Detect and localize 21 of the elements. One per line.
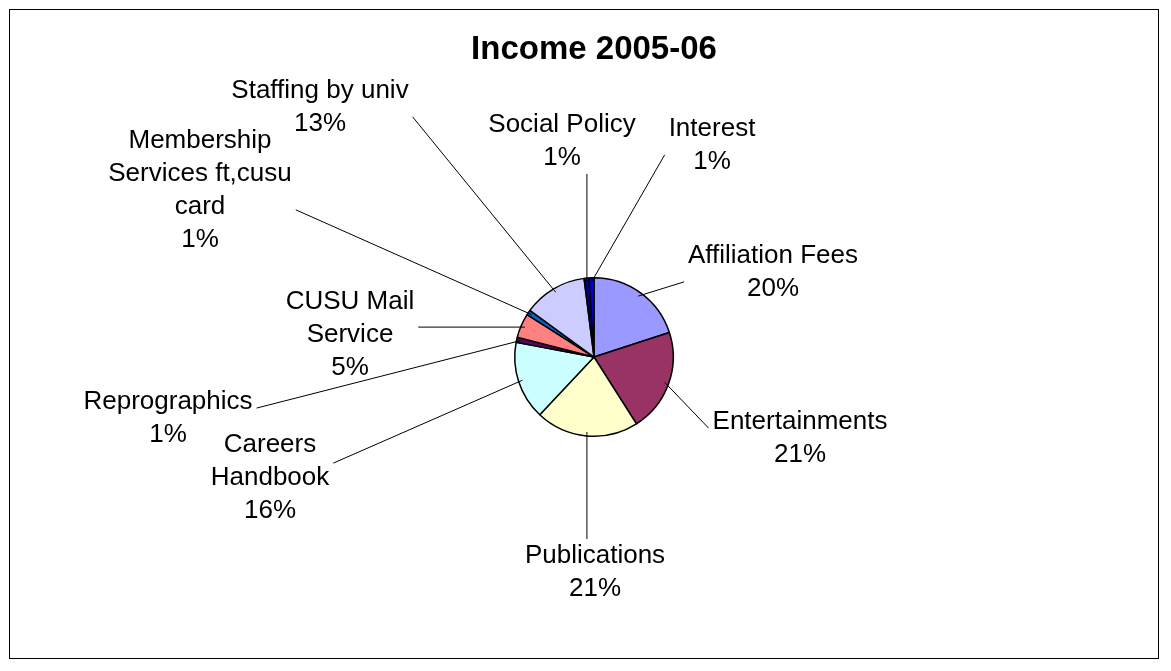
data-label: 5% — [331, 351, 369, 382]
chart-title: Income 2005-06 — [471, 29, 717, 67]
slice-label: Membership Services ft,cusu card — [108, 123, 292, 220]
slice-label: Interest — [668, 111, 757, 142]
slice-label: Staffing by univ — [231, 73, 409, 104]
data-label: 20% — [746, 271, 800, 302]
data-label: 21% — [773, 437, 827, 468]
data-label: 1% — [693, 144, 731, 175]
data-label: 13% — [293, 106, 347, 137]
slice-label: Reprographics — [83, 384, 253, 415]
data-label: 16% — [243, 494, 297, 525]
slice-label: Affiliation Fees — [687, 238, 859, 269]
data-label: 1% — [149, 417, 187, 448]
slice-label: CUSU Mail Service — [285, 285, 415, 349]
slice-label: Social Policy — [488, 107, 636, 138]
data-label: 1% — [181, 222, 219, 253]
slice-label: Entertainments — [712, 404, 888, 435]
slice-label: Careers Handbook — [210, 428, 331, 492]
data-label: 21% — [568, 571, 622, 602]
slice-label: Publications — [524, 538, 666, 569]
data-label: 1% — [543, 140, 581, 171]
